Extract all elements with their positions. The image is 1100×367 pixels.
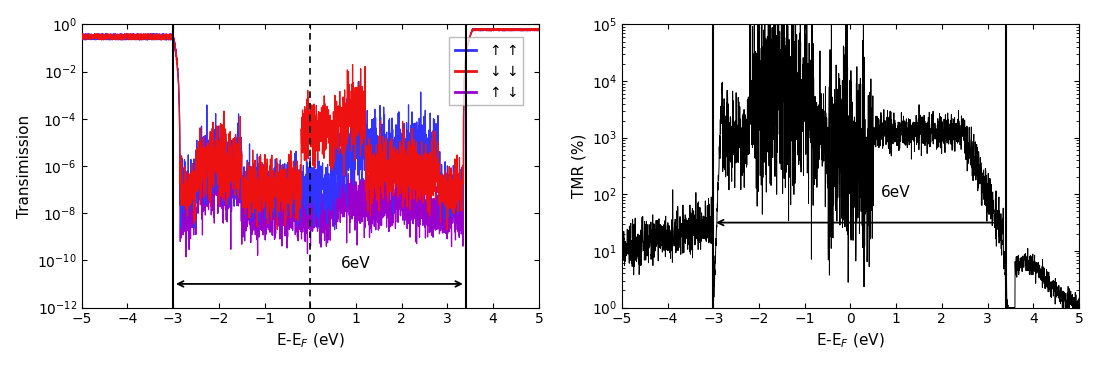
X-axis label: E-E$_F$ (eV): E-E$_F$ (eV) (276, 332, 344, 350)
Text: 6eV: 6eV (341, 256, 371, 271)
Text: 6eV: 6eV (881, 185, 911, 200)
Y-axis label: TMR (%): TMR (%) (571, 134, 586, 198)
Legend: $\uparrow\uparrow$, $\downarrow\downarrow$, $\uparrow\downarrow$: $\uparrow\uparrow$, $\downarrow\downarro… (449, 37, 522, 105)
Y-axis label: Transimission: Transimission (16, 115, 32, 218)
X-axis label: E-E$_F$ (eV): E-E$_F$ (eV) (816, 332, 884, 350)
